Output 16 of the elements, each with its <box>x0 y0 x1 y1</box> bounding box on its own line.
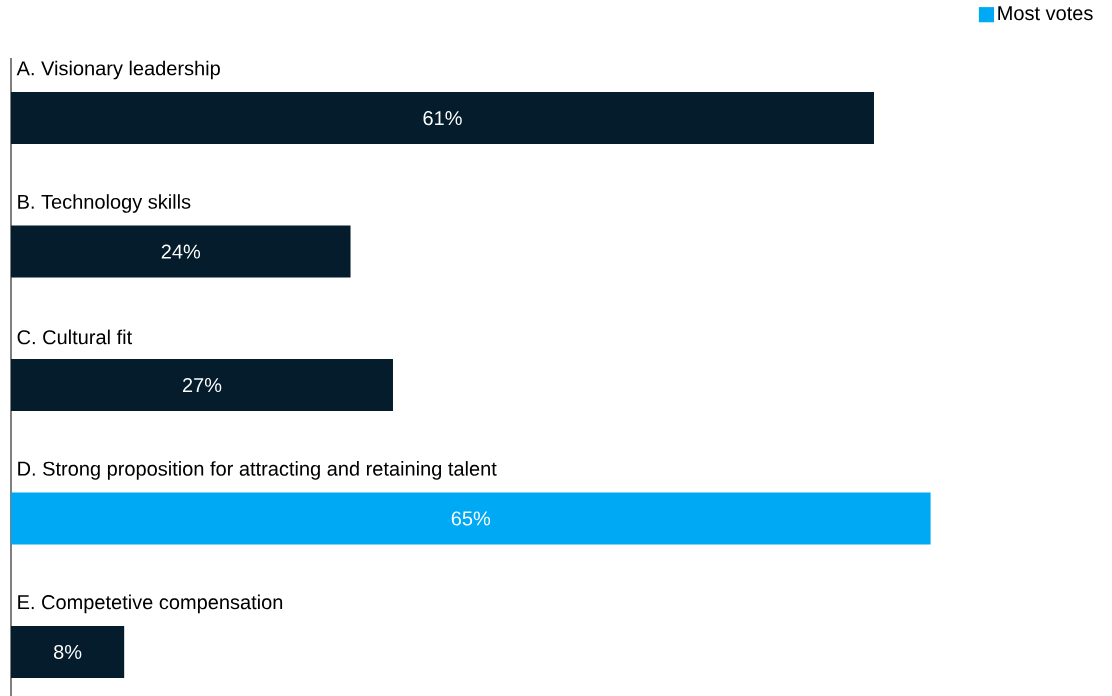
y-tick-label: E. Competetive compensation <box>18 594 283 614</box>
data-label: 27% <box>182 377 222 393</box>
y-tick-label: C. Cultural fit <box>17 329 133 345</box>
data-label: 24% <box>161 244 201 259</box>
data-label: 65% <box>451 511 491 526</box>
y-tick-label: D. Strong proposition for attracting and retaining talent <box>18 461 497 480</box>
bar <box>11 625 125 678</box>
data-label: 61% <box>423 110 462 126</box>
bar <box>11 92 874 145</box>
legend-label: Most votes <box>998 6 1093 21</box>
y-tick-label: B. Technology skills <box>18 194 191 213</box>
y-tick-label: A. Visionary leadership <box>16 60 220 80</box>
data-label: 8% <box>54 644 82 660</box>
bar <box>11 358 393 412</box>
bar <box>11 225 351 278</box>
bar <box>11 492 931 545</box>
